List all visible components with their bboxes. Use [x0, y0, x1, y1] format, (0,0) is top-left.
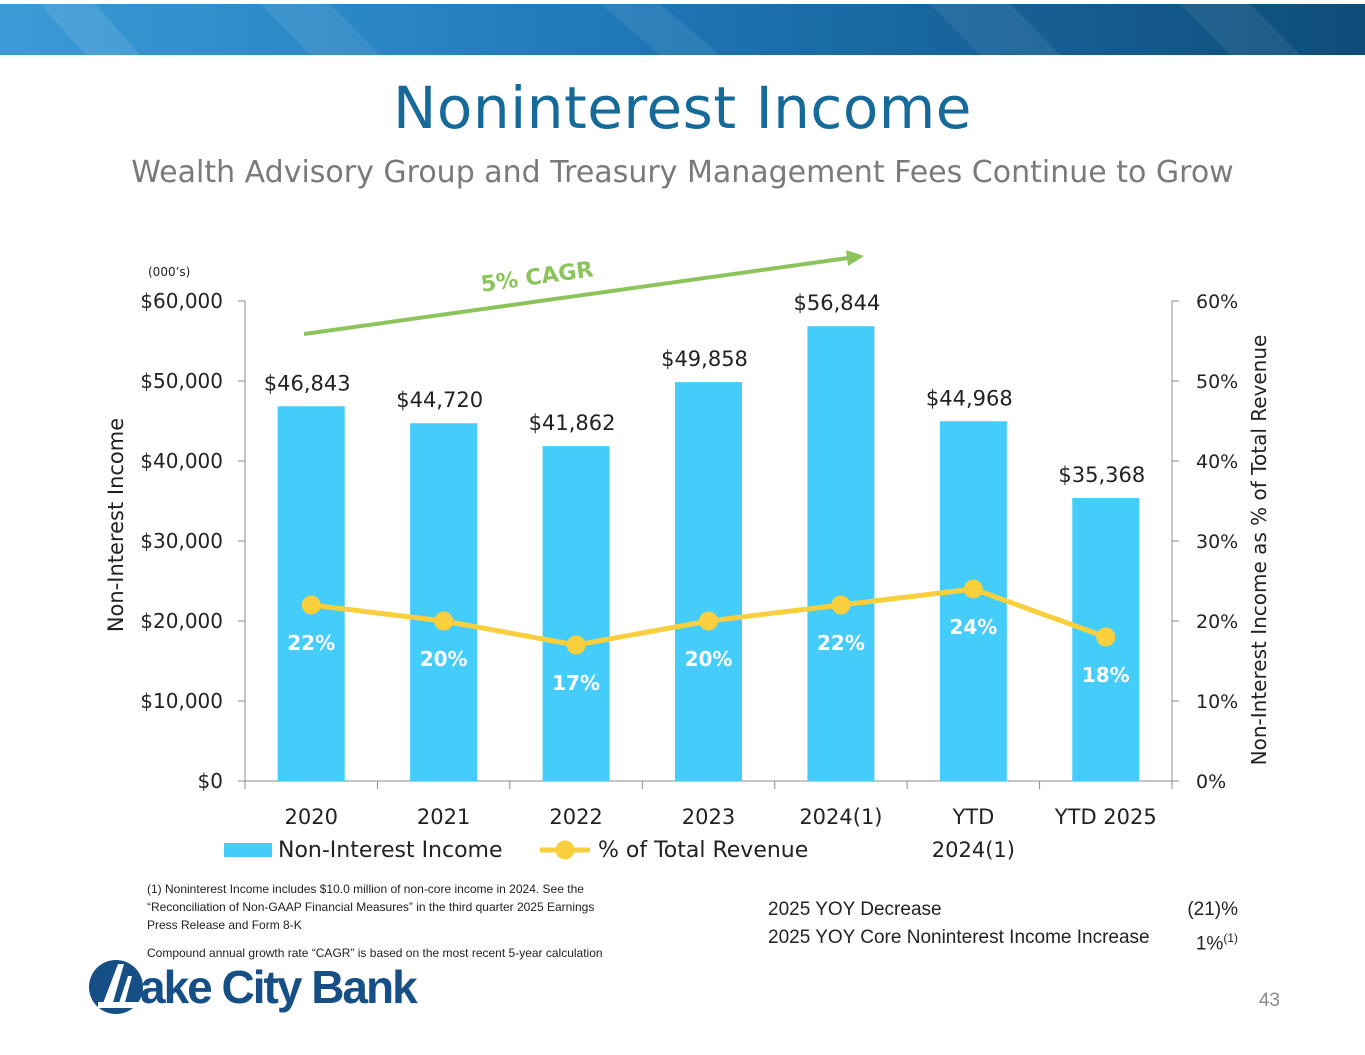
bar-value-label: $46,843	[264, 371, 351, 395]
revenue-pct-point	[434, 611, 454, 631]
left-tick-label: $30,000	[140, 529, 223, 553]
x-category-label: 2021	[417, 805, 470, 829]
yoy-row-decrease: 2025 YOY Decrease (21)%	[768, 896, 1238, 924]
revenue-pct-point	[566, 635, 586, 655]
footnote-non-core-income: (1) Noninterest Income includes $10.0 mi…	[147, 880, 627, 934]
bar	[675, 382, 742, 781]
revenue-pct-point	[963, 579, 983, 599]
bar-value-label: $35,368	[1058, 463, 1145, 487]
left-tick-label: $60,000	[140, 289, 223, 313]
cagr-arrowhead	[846, 250, 864, 266]
x-category-label: 2023	[682, 805, 735, 829]
bar-value-label: $44,968	[926, 386, 1013, 410]
revenue-pct-point	[301, 595, 321, 615]
page-number: 43	[1258, 990, 1280, 1011]
revenue-pct-point	[699, 611, 718, 631]
revenue-pct-label: 20%	[685, 647, 733, 671]
left-tick-label: $20,000	[140, 609, 223, 633]
bar	[807, 326, 875, 781]
revenue-pct-label: 22%	[287, 631, 335, 655]
bar-value-label: $56,844	[794, 291, 881, 315]
legend-line-label: % of Total Revenue	[598, 838, 808, 863]
noninterest-income-chart: $0 $10,000 $20,000 $30,000 $40,000 $50,000 $60…	[104, 250, 1271, 863]
bar	[277, 406, 345, 781]
left-axis-title: Non-Interest Income	[104, 418, 128, 632]
bar-value-label: $41,862	[529, 411, 616, 435]
bar-value-label: $44,720	[396, 388, 483, 412]
x-category-label: 2024(1)	[799, 805, 882, 829]
bar	[410, 423, 478, 781]
bar-value-label: $49,858	[661, 347, 748, 371]
legend-bar-label: Non-Interest Income	[278, 838, 503, 863]
logo-mark-icon	[89, 960, 143, 1014]
page-title: Noninterest Income	[392, 74, 972, 142]
yoy-value: 1%(1)	[1195, 931, 1238, 955]
left-tick-label: $10,000	[140, 689, 223, 713]
right-tick-label: 20%	[1196, 611, 1238, 633]
x-category-label: 2022	[549, 805, 602, 829]
yoy-summary: 2025 YOY Decrease (21)% 2025 YOY Core No…	[768, 896, 1238, 954]
right-tick-label: 50%	[1196, 371, 1238, 393]
right-axis-title: Non-Interest Income as % of Total Revenu…	[1247, 335, 1271, 766]
yoy-footnote-ref: (1)	[1223, 931, 1238, 945]
revenue-pct-label: 22%	[817, 631, 865, 655]
x-category-label: YTD 2025	[1054, 805, 1157, 829]
yoy-row-core-increase: 2025 YOY Core Noninterest Income Increas…	[768, 924, 1238, 954]
cagr-annotation: 5% CAGR	[479, 257, 595, 298]
x-category-label: 2020	[284, 805, 337, 829]
right-tick-label: 30%	[1196, 531, 1238, 553]
right-tick-label: 40%	[1196, 451, 1238, 473]
left-tick-label: $40,000	[140, 449, 223, 473]
revenue-pct-label: 20%	[420, 647, 468, 671]
footnote-text: (1) Noninterest Income includes $10.0 mi…	[147, 882, 595, 932]
yoy-label: 2025 YOY Core Noninterest Income Increas…	[768, 927, 1150, 948]
legend-line-marker	[555, 840, 575, 860]
lake-city-bank-logo: ake City Bank	[88, 956, 418, 1018]
left-tick-label: $0	[198, 769, 223, 793]
page-subtitle: Wealth Advisory Group and Treasury Manag…	[131, 155, 1234, 190]
right-tick-label: 0%	[1196, 771, 1226, 793]
yoy-value: (21)%	[1187, 899, 1238, 920]
header-banner	[0, 4, 1365, 55]
x-category-label: 2024(1)	[932, 838, 1015, 862]
revenue-pct-label: 18%	[1082, 663, 1130, 687]
revenue-pct-point	[831, 595, 851, 615]
revenue-pct-point	[1096, 627, 1116, 647]
legend-bar-swatch	[224, 843, 272, 857]
right-tick-label: 60%	[1196, 291, 1238, 313]
revenue-pct-label: 24%	[949, 615, 997, 639]
cagr-arrow-line	[303, 256, 849, 336]
right-tick-label: 10%	[1196, 691, 1238, 713]
bar	[542, 446, 610, 781]
yoy-label: 2025 YOY Decrease	[768, 899, 942, 920]
logo-text: ake City Bank	[140, 961, 418, 1013]
x-category-label: YTD	[951, 805, 994, 829]
left-tick-label: $50,000	[140, 369, 223, 393]
bar	[939, 421, 1007, 781]
units-note: (000’s)	[148, 265, 190, 279]
footnote-cagr: Compound annual growth rate “CAGR” is ba…	[147, 946, 603, 960]
revenue-pct-label: 17%	[552, 671, 600, 695]
